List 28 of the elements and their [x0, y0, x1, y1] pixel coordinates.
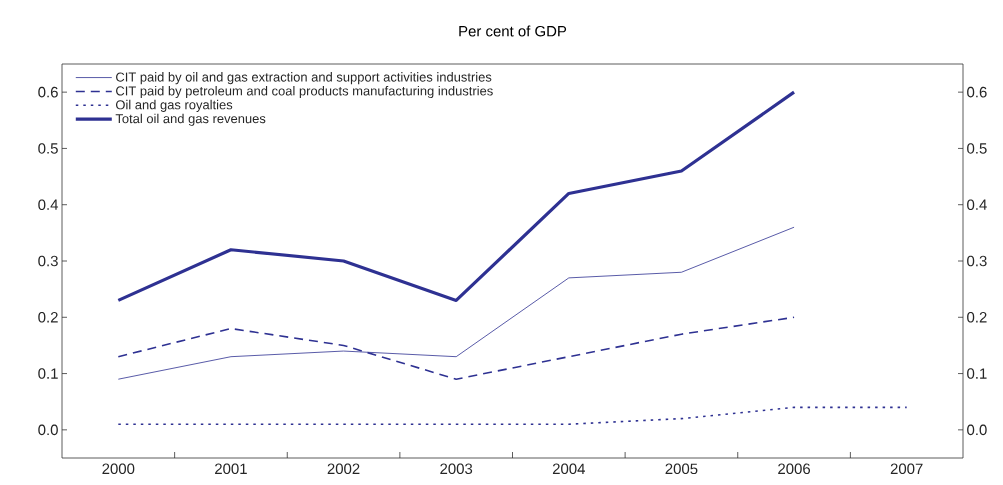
y-tick-label: 0.1	[38, 368, 58, 379]
y2-tick-label: 0.3	[967, 255, 987, 267]
y2-tick-label: 0.6	[967, 86, 987, 98]
legend-label: Total oil and gas revenues	[115, 113, 266, 126]
x-tick-label: 2000	[102, 463, 135, 475]
y2-tick-label: 0.4	[967, 199, 987, 210]
line-series	[117, 226, 795, 380]
y-tick-label: 0.4	[38, 199, 59, 210]
y2-tick-label: 0.1	[967, 368, 987, 379]
legend-label: CIT paid by petroleum and coal products manufacturing industries	[116, 85, 493, 99]
legend-label: CIT paid by oil and gas extraction and support activities industries	[116, 72, 492, 85]
x-tick-label: 2006	[778, 463, 811, 475]
x-tick-label: 2002	[327, 463, 360, 475]
x-tick-label: 2001	[215, 463, 247, 475]
y-tick-label: 0.2	[38, 311, 58, 323]
y-tick-label: 0.6	[38, 86, 58, 98]
x-tick-label: 2004	[552, 463, 585, 475]
x-tick-label: 2007	[890, 463, 923, 475]
y-tick-label: 0.0	[38, 424, 58, 436]
y2-tick-label: 0.5	[967, 143, 987, 154]
chart-title: Per cent of GDP	[459, 25, 567, 37]
x-tick-label: 2003	[440, 463, 473, 475]
y-tick-label: 0.5	[38, 143, 58, 154]
y2-tick-label: 0.2	[967, 311, 987, 323]
y-tick-label: 0.3	[38, 255, 58, 267]
x-tick-label: 2005	[665, 463, 698, 475]
legend-label: Oil and gas royalties	[115, 99, 233, 112]
y2-tick-label: 0.0	[967, 424, 987, 436]
